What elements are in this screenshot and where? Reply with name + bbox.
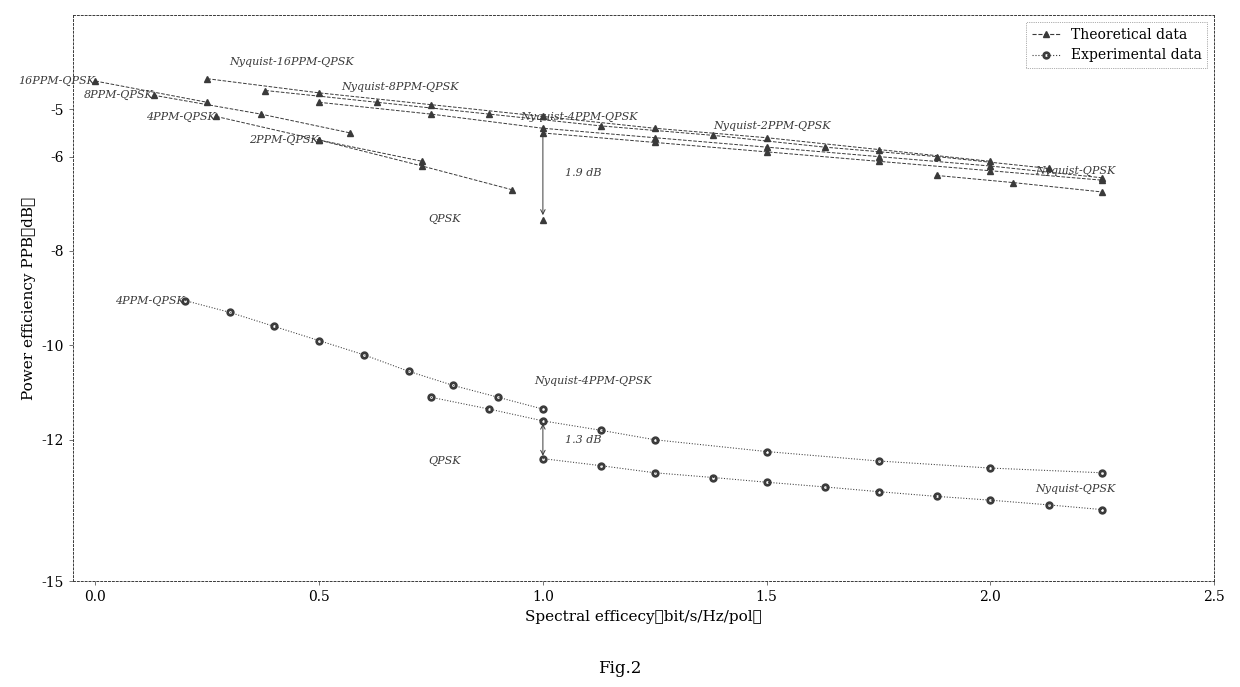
Text: 1.3 dB: 1.3 dB (565, 435, 601, 444)
Text: Nyquist-4PPM-QPSK: Nyquist-4PPM-QPSK (534, 376, 651, 386)
Text: 4PPM-QPSK: 4PPM-QPSK (115, 295, 185, 306)
Text: Nyquist-QPSK: Nyquist-QPSK (1035, 484, 1115, 495)
X-axis label: Spectral efficecy（bit/s/Hz/pol）: Spectral efficecy（bit/s/Hz/pol） (526, 610, 761, 624)
Text: 4PPM-QPSK: 4PPM-QPSK (146, 111, 216, 122)
Text: Nyquist-8PPM-QPSK: Nyquist-8PPM-QPSK (341, 82, 459, 92)
Text: Fig.2: Fig.2 (599, 660, 641, 677)
Text: Nyquist-2PPM-QPSK: Nyquist-2PPM-QPSK (713, 121, 831, 131)
Text: Nyquist-QPSK: Nyquist-QPSK (1035, 166, 1115, 176)
Text: 8PPM-QPSK: 8PPM-QPSK (84, 90, 154, 100)
Text: Nyquist-16PPM-QPSK: Nyquist-16PPM-QPSK (229, 57, 355, 67)
Y-axis label: Power efficiency PPB（dB）: Power efficiency PPB（dB） (22, 196, 36, 400)
Text: 1.9 dB: 1.9 dB (565, 168, 601, 178)
Text: Nyquist-4PPM-QPSK: Nyquist-4PPM-QPSK (521, 111, 639, 122)
Text: QPSK: QPSK (428, 456, 461, 466)
Text: 2PPM-QPSK: 2PPM-QPSK (249, 135, 319, 145)
Legend: Theoretical data, Experimental data: Theoretical data, Experimental data (1027, 22, 1208, 68)
Text: 16PPM-QPSK: 16PPM-QPSK (19, 76, 95, 86)
Text: QPSK: QPSK (428, 214, 461, 225)
